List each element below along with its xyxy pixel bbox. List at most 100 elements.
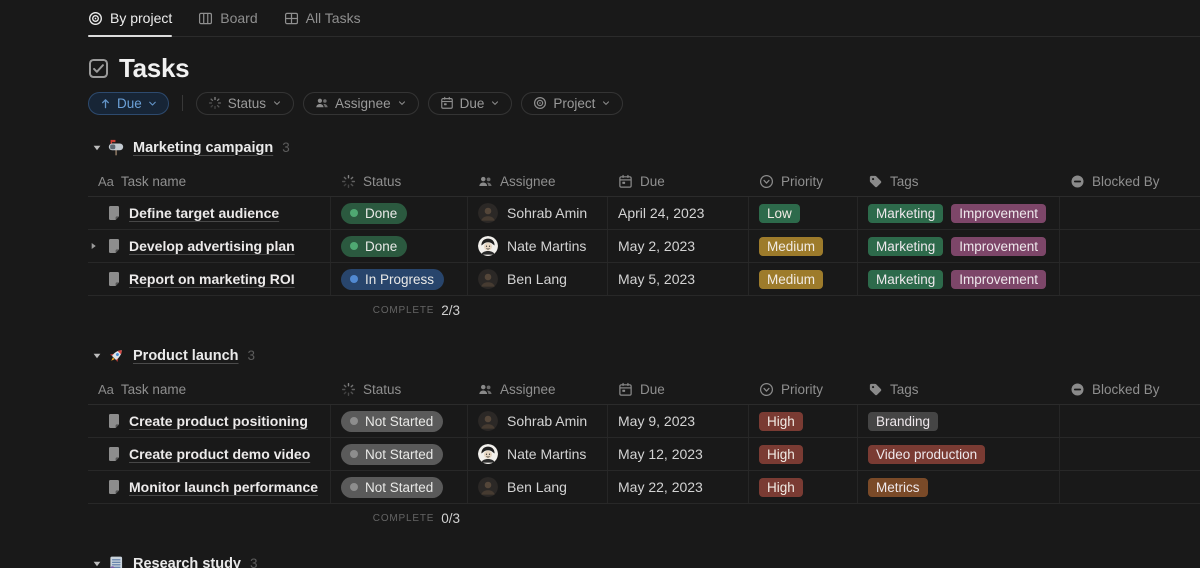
priority-cell[interactable]: Low (749, 197, 858, 229)
priority-cell[interactable]: Medium (749, 263, 858, 295)
status-cell[interactable]: Done (331, 230, 468, 262)
tags-cell[interactable]: Marketing Improvement (858, 263, 1060, 295)
tab-board[interactable]: Board (198, 0, 258, 36)
task-title[interactable]: Monitor launch performance (129, 479, 319, 495)
column-header-status[interactable]: Status (331, 375, 468, 404)
group-title[interactable]: Marketing campaign (133, 139, 274, 156)
complete-calc[interactable]: COMPLETE 0/3 (88, 504, 470, 532)
tag-pill[interactable]: Improvement (951, 269, 1047, 289)
due-cell[interactable]: May 9, 2023 (608, 405, 749, 437)
tag-pill[interactable]: Marketing (868, 203, 944, 223)
status-cell[interactable]: Not Started (331, 438, 468, 470)
column-header-due[interactable]: Due (608, 167, 749, 196)
tag-pill[interactable]: Metrics (868, 477, 928, 497)
tag-pill[interactable]: Improvement (951, 203, 1047, 223)
blocked-by-cell[interactable] (1060, 230, 1200, 262)
tags-cell[interactable]: Video production (858, 438, 1060, 470)
status-pill[interactable]: Done (341, 202, 408, 224)
blocked-by-cell[interactable] (1060, 471, 1200, 503)
column-header-blocked-by[interactable]: Blocked By (1060, 167, 1200, 196)
group-title[interactable]: Research study (133, 555, 241, 568)
column-header-task-name[interactable]: Aa Task name (88, 375, 331, 404)
due-cell[interactable]: May 22, 2023 (608, 471, 749, 503)
filter-due-button[interactable]: Due (427, 91, 513, 115)
column-header-tags[interactable]: Tags (858, 375, 1060, 404)
priority-pill[interactable]: High (759, 411, 803, 431)
priority-pill[interactable]: Medium (759, 269, 824, 289)
assignee-cell[interactable]: Nate Martins (468, 230, 608, 262)
page-title[interactable]: Tasks (119, 52, 190, 83)
status-cell[interactable]: Not Started (331, 405, 468, 437)
task-name-cell[interactable]: Create product positioning (88, 405, 331, 437)
status-cell[interactable]: Done (331, 197, 468, 229)
status-pill[interactable]: Not Started (341, 410, 444, 432)
tab-all-tasks[interactable]: All Tasks (284, 0, 361, 36)
status-pill[interactable]: Done (341, 235, 408, 257)
due-cell[interactable]: May 12, 2023 (608, 438, 749, 470)
column-header-due[interactable]: Due (608, 375, 749, 404)
due-cell[interactable]: April 24, 2023 (608, 197, 749, 229)
priority-cell[interactable]: High (749, 405, 858, 437)
task-title[interactable]: Report on marketing ROI (129, 271, 295, 287)
tag-pill[interactable]: Branding (868, 411, 939, 431)
blocked-by-cell[interactable] (1060, 438, 1200, 470)
assignee-cell[interactable]: Ben Lang (468, 263, 608, 295)
tab-by-project[interactable]: By project (88, 0, 173, 37)
priority-cell[interactable]: High (749, 438, 858, 470)
tags-cell[interactable]: Marketing Improvement (858, 230, 1060, 262)
tags-cell[interactable]: Branding (858, 405, 1060, 437)
priority-pill[interactable]: High (759, 444, 803, 464)
priority-cell[interactable]: Medium (749, 230, 858, 262)
status-pill[interactable]: In Progress (341, 268, 445, 290)
tags-cell[interactable]: Marketing Improvement (858, 197, 1060, 229)
column-header-blocked-by[interactable]: Blocked By (1060, 375, 1200, 404)
tag-pill[interactable]: Marketing (868, 269, 944, 289)
tags-cell[interactable]: Metrics (858, 471, 1060, 503)
column-header-status[interactable]: Status (331, 167, 468, 196)
column-header-tags[interactable]: Tags (858, 167, 1060, 196)
tag-pill[interactable]: Marketing (868, 236, 944, 256)
task-name-cell[interactable]: Create product demo video (88, 438, 331, 470)
task-name-cell[interactable]: Monitor launch performance (88, 471, 331, 503)
filter-status-button[interactable]: Status (195, 91, 295, 115)
sort-due-button[interactable]: Due (88, 91, 169, 115)
row-expand-icon[interactable] (89, 242, 103, 251)
status-cell[interactable]: In Progress (331, 263, 468, 295)
column-header-priority[interactable]: Priority (749, 167, 858, 196)
priority-pill[interactable]: High (759, 477, 803, 497)
task-title[interactable]: Define target audience (129, 205, 280, 221)
priority-cell[interactable]: High (749, 471, 858, 503)
filter-project-button[interactable]: Project (521, 91, 624, 115)
tag-pill[interactable]: Video production (868, 444, 986, 464)
filter-assignee-button[interactable]: Assignee (303, 91, 419, 115)
tag-pill[interactable]: Improvement (951, 236, 1047, 256)
status-cell[interactable]: Not Started (331, 471, 468, 503)
assignee-cell[interactable]: Sohrab Amin (468, 405, 608, 437)
complete-calc[interactable]: COMPLETE 2/3 (88, 296, 470, 324)
task-title[interactable]: Create product demo video (129, 446, 311, 462)
task-name-cell[interactable]: Develop advertising plan (88, 230, 331, 262)
blocked-by-cell[interactable] (1060, 263, 1200, 295)
blocked-by-cell[interactable] (1060, 197, 1200, 229)
priority-pill[interactable]: Low (759, 203, 800, 223)
priority-pill[interactable]: Medium (759, 236, 824, 256)
assignee-cell[interactable]: Sohrab Amin (468, 197, 608, 229)
column-header-priority[interactable]: Priority (749, 375, 858, 404)
group-title[interactable]: Product launch (133, 347, 239, 364)
column-header-assignee[interactable]: Assignee (468, 167, 608, 196)
blocked-by-cell[interactable] (1060, 405, 1200, 437)
group-toggle-icon[interactable] (88, 559, 106, 568)
status-pill[interactable]: Not Started (341, 476, 444, 498)
group-toggle-icon[interactable] (88, 351, 106, 361)
column-header-task-name[interactable]: Aa Task name (88, 167, 331, 196)
assignee-cell[interactable]: Ben Lang (468, 471, 608, 503)
task-name-cell[interactable]: Define target audience (88, 197, 331, 229)
task-title[interactable]: Create product positioning (129, 413, 308, 429)
column-header-assignee[interactable]: Assignee (468, 375, 608, 404)
group-toggle-icon[interactable] (88, 143, 106, 153)
assignee-cell[interactable]: Nate Martins (468, 438, 608, 470)
task-name-cell[interactable]: Report on marketing ROI (88, 263, 331, 295)
due-cell[interactable]: May 5, 2023 (608, 263, 749, 295)
status-pill[interactable]: Not Started (341, 443, 444, 465)
due-cell[interactable]: May 2, 2023 (608, 230, 749, 262)
